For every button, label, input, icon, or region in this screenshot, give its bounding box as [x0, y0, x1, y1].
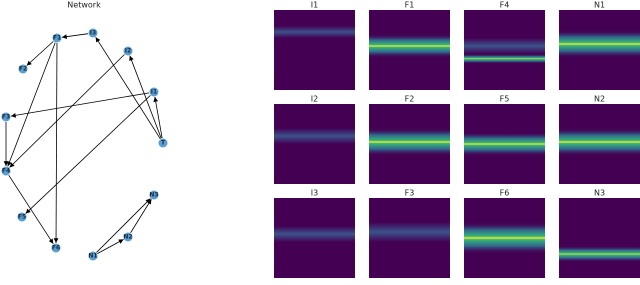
node-label: F1 [53, 35, 61, 42]
panel-title: F3 [405, 189, 415, 198]
heatmap-band [369, 222, 450, 242]
heatmap-band [369, 34, 450, 58]
edge [8, 174, 54, 245]
panel-title: F4 [500, 1, 510, 10]
heatmap-band [274, 128, 355, 144]
heatmap [274, 10, 355, 90]
heatmap-band [274, 226, 355, 242]
node [18, 64, 28, 74]
panel-title: N1 [594, 1, 605, 10]
node [123, 46, 133, 56]
node-label: F2 [19, 66, 27, 73]
edge [153, 96, 163, 139]
node-label: F4 [2, 168, 10, 175]
panel-title: F5 [500, 95, 510, 104]
node-label: N3 [149, 192, 158, 199]
edge [9, 54, 125, 168]
node [51, 243, 61, 253]
node-label: F6 [52, 245, 60, 252]
edge [96, 198, 151, 253]
node [88, 28, 98, 38]
edge [53, 42, 59, 244]
heatmap [559, 198, 640, 278]
heatmap-band [559, 246, 640, 262]
node [149, 87, 159, 97]
node-label: I3 [90, 30, 96, 37]
heatmap-band [559, 30, 640, 58]
heatmap-band [559, 128, 640, 156]
node-label: I1 [151, 89, 157, 96]
node [88, 251, 98, 261]
heatmap-band [464, 54, 545, 64]
edge [61, 33, 89, 40]
panel-title: F2 [405, 95, 415, 104]
edge [130, 199, 152, 233]
edge [97, 239, 124, 254]
heatmap-band [274, 26, 355, 38]
panel-title: I3 [311, 189, 318, 198]
heatmap-band [464, 222, 545, 254]
node [1, 166, 11, 176]
node-label: T [161, 140, 166, 147]
edge [129, 55, 162, 139]
node [17, 212, 27, 222]
network: I3 F1 I2 F2 I1 F3 T F4 F5 F6 N3 N2 N1 [1, 28, 168, 261]
edge [25, 95, 151, 214]
node [149, 190, 159, 200]
panel-title: I2 [311, 95, 318, 104]
heatmap-band [369, 128, 450, 156]
network-title: Network [67, 1, 101, 10]
node-label: I2 [125, 48, 131, 55]
node [158, 138, 168, 148]
node [123, 232, 133, 242]
panel-title: F6 [500, 189, 510, 198]
node [1, 112, 11, 122]
edge [7, 42, 56, 167]
edge [26, 41, 54, 66]
panels: I1 F1 F4 N1 I2 F2 F5 N2 I3 F3 F6 N3 [274, 1, 640, 278]
edge [10, 92, 150, 118]
heatmap-band [464, 38, 545, 54]
panel-title: N2 [594, 95, 605, 104]
panel-title: F1 [405, 1, 415, 10]
panel-title: N3 [594, 189, 605, 198]
node-label: N1 [88, 253, 97, 260]
heatmap-band [464, 132, 545, 156]
node-label: F3 [2, 114, 10, 121]
node-label: N2 [123, 234, 132, 241]
node [52, 33, 62, 43]
panel-title: I1 [311, 1, 318, 10]
edge [95, 37, 161, 139]
node-label: F5 [18, 214, 26, 221]
